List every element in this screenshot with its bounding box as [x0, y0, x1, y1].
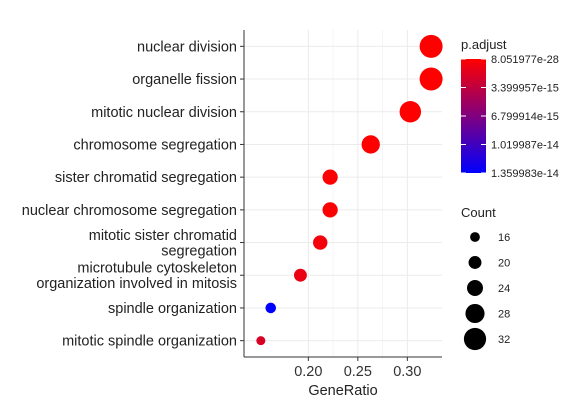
x-tick-label: 0.25: [344, 364, 372, 380]
colorbar-tick-label: 3.399957e-15: [491, 82, 559, 94]
colorbar-tick-label: 8.051977e-28: [491, 54, 559, 66]
size-legend-label: 28: [498, 309, 510, 321]
data-point: [313, 235, 328, 250]
size-legend-key: [465, 303, 485, 324]
grid-lines: [244, 30, 442, 357]
data-point: [265, 302, 277, 314]
size-legend-label: 20: [498, 258, 510, 270]
x-tick-label: 0.20: [294, 364, 322, 380]
colorbar-tick-label: 6.799914e-15: [491, 111, 559, 123]
category-label: microtubule cytoskeleton organization inv…: [36, 261, 237, 293]
category-label: nuclear division: [137, 39, 237, 55]
size-legend-key: [470, 232, 480, 242]
x-tick-label: 0.30: [393, 364, 421, 380]
size-legend: Count 16 20 24 28 32: [461, 205, 510, 351]
x-axis-title: GeneRatio: [308, 383, 377, 399]
data-point: [322, 169, 338, 185]
category-label: spindle organization: [108, 301, 237, 317]
category-label: nuclear chromosome segregation: [22, 203, 237, 219]
size-legend-title: Count: [461, 205, 496, 220]
size-legend-key: [463, 327, 487, 351]
category-label: mitotic spindle organization: [62, 334, 237, 350]
data-point: [256, 336, 266, 346]
data-point: [322, 202, 338, 218]
category-labels: nuclear division organelle fission mitotic…: [22, 39, 237, 349]
size-legend-label: 16: [498, 232, 510, 244]
size-legend-label: 24: [498, 283, 510, 295]
category-label: chromosome segregation: [73, 137, 237, 153]
data-point: [361, 135, 380, 154]
color-legend: p.adjust 8.051977e-28 3.399957e-15 6.79991…: [461, 37, 559, 180]
colorbar-tick-label: 1.019987e-14: [491, 139, 559, 151]
axes: [240, 30, 442, 361]
colorbar-tick-label: 1.359983e-14: [491, 168, 559, 180]
category-label: mitotic nuclear division: [91, 105, 237, 121]
data-points: [256, 34, 443, 346]
data-point: [419, 34, 443, 58]
category-label: sister chromatid segregation: [55, 170, 237, 186]
size-legend-key: [468, 256, 482, 269]
category-label: mitotic sister chromatid segregation: [89, 228, 237, 259]
data-point: [399, 101, 422, 123]
x-tick-labels: 0.20 0.25 0.30: [294, 364, 421, 380]
data-point: [293, 268, 307, 282]
category-label: organelle fission: [132, 72, 237, 88]
panel-background: [244, 30, 442, 357]
data-point: [419, 67, 443, 91]
color-legend-title: p.adjust: [461, 37, 507, 52]
plot-panel: [244, 30, 442, 357]
size-legend-key: [467, 280, 483, 296]
colorbar-ticks: 8.051977e-28 3.399957e-15 6.799914e-15 1.01…: [461, 54, 559, 180]
size-legend-items: 16 20 24 28 32: [463, 232, 510, 351]
size-legend-label: 32: [498, 334, 510, 346]
